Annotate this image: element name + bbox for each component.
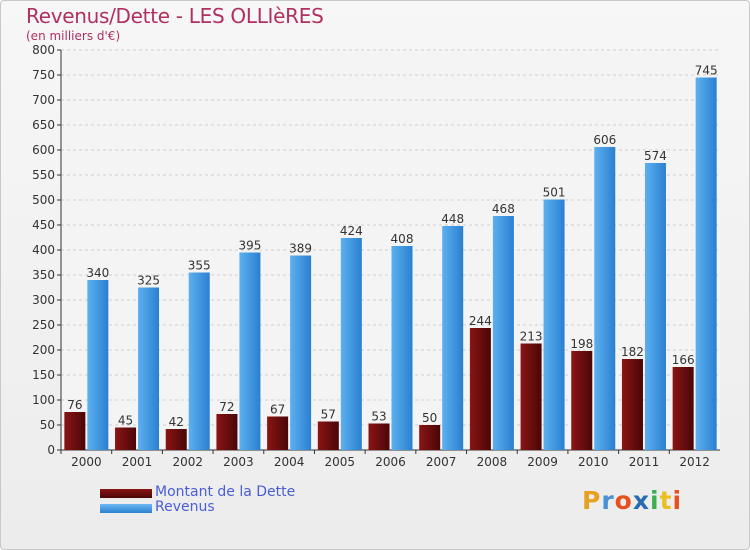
x-tick-label: 2005	[325, 455, 356, 469]
bar-revenus	[594, 147, 616, 450]
data-label-revenus: 501	[543, 186, 566, 200]
x-tick-label: 2011	[629, 455, 660, 469]
bar-revenus	[695, 77, 717, 450]
bar-revenus	[138, 287, 160, 450]
x-tick-label: 2003	[223, 455, 254, 469]
data-label-revenus: 340	[86, 266, 109, 280]
y-tick-label: 100	[32, 393, 55, 407]
legend-swatch-dette	[100, 489, 152, 498]
data-label-revenus: 745	[695, 64, 718, 78]
y-tick-label: 150	[32, 368, 55, 382]
logo-letter: o	[614, 486, 633, 515]
data-label-dette: 72	[219, 400, 234, 414]
bar-revenus	[239, 252, 261, 450]
data-label-revenus: 424	[340, 224, 363, 238]
y-tick-label: 500	[32, 193, 55, 207]
data-label-revenus: 468	[492, 202, 515, 216]
data-label-dette: 182	[621, 345, 644, 359]
data-label-revenus: 606	[593, 133, 616, 147]
bar-revenus	[644, 163, 666, 450]
chart-title: Revenus/Dette - LES OLLIèRES	[26, 4, 324, 28]
y-tick-label: 200	[32, 343, 55, 357]
data-label-dette: 244	[469, 314, 492, 328]
data-label-revenus: 325	[137, 274, 160, 288]
data-label-dette: 166	[672, 353, 695, 367]
logo-letter: r	[601, 486, 615, 515]
logo-letter: i	[650, 486, 660, 515]
legend-swatch-revenus	[100, 504, 152, 513]
y-tick-label: 750	[32, 68, 55, 82]
y-tick-label: 700	[32, 93, 55, 107]
chart-subtitle: (en milliers d'€)	[26, 29, 121, 43]
bar-dette	[115, 427, 137, 450]
bar-revenus	[391, 246, 413, 450]
x-tick-label: 2002	[172, 455, 203, 469]
x-tick-label: 2007	[426, 455, 457, 469]
y-tick-label: 600	[32, 143, 55, 157]
bar-dette	[368, 423, 390, 450]
y-tick-label: 350	[32, 268, 55, 282]
x-tick-label: 2006	[375, 455, 406, 469]
legend-label-dette: Montant de la Dette	[155, 484, 296, 500]
bar-revenus	[87, 280, 109, 450]
y-tick-label: 550	[32, 168, 55, 182]
data-label-dette: 45	[118, 414, 133, 428]
bar-dette	[165, 429, 187, 450]
data-label-revenus: 395	[238, 239, 261, 253]
y-tick-label: 50	[40, 418, 55, 432]
data-label-revenus: 389	[289, 242, 312, 256]
y-tick-label: 400	[32, 243, 55, 257]
bar-dette	[64, 412, 86, 450]
bar-dette	[571, 351, 593, 450]
data-label-dette: 213	[520, 330, 543, 344]
bar-dette	[317, 421, 339, 450]
bar-revenus	[442, 226, 464, 450]
bar-revenus	[188, 272, 210, 450]
y-tick-label: 0	[47, 443, 55, 457]
bar-dette	[469, 328, 491, 450]
x-tick-label: 2012	[679, 455, 710, 469]
bar-dette	[216, 414, 238, 450]
y-tick-label: 800	[32, 43, 55, 57]
y-tick-label: 300	[32, 293, 55, 307]
y-tick-label: 450	[32, 218, 55, 232]
bar-revenus	[290, 255, 312, 450]
legend-label-revenus: Revenus	[155, 499, 215, 515]
data-label-revenus: 355	[188, 259, 211, 273]
logo-letter: x	[632, 486, 650, 515]
data-label-dette: 42	[169, 415, 184, 429]
y-tick-label: 250	[32, 318, 55, 332]
bar-dette	[419, 425, 441, 450]
x-tick-label: 2000	[71, 455, 102, 469]
bar-dette	[672, 367, 694, 450]
data-label-dette: 76	[67, 398, 82, 412]
logo-letter: i	[672, 486, 683, 515]
data-label-dette: 67	[270, 403, 285, 417]
bar-dette	[621, 359, 643, 450]
x-tick-label: 2010	[578, 455, 609, 469]
data-label-revenus: 574	[644, 149, 667, 163]
data-label-dette: 198	[570, 337, 593, 351]
x-tick-label: 2001	[122, 455, 153, 469]
y-tick-label: 650	[32, 118, 55, 132]
x-tick-label: 2004	[274, 455, 305, 469]
x-tick-label: 2009	[527, 455, 558, 469]
bar-revenus	[492, 216, 514, 450]
data-label-dette: 53	[371, 410, 386, 424]
bar-revenus	[340, 238, 362, 450]
logo-letter: P	[582, 486, 602, 515]
data-label-revenus: 448	[441, 212, 464, 226]
x-tick-label: 2008	[477, 455, 508, 469]
bar-dette	[520, 343, 542, 450]
logo-letter: t	[659, 486, 673, 515]
data-label-dette: 50	[422, 411, 437, 425]
data-label-revenus: 408	[391, 232, 414, 246]
data-label-dette: 57	[321, 408, 336, 422]
proxiti-logo: Proxiti	[582, 486, 682, 515]
bar-revenus	[543, 199, 565, 450]
bar-dette	[267, 416, 289, 450]
